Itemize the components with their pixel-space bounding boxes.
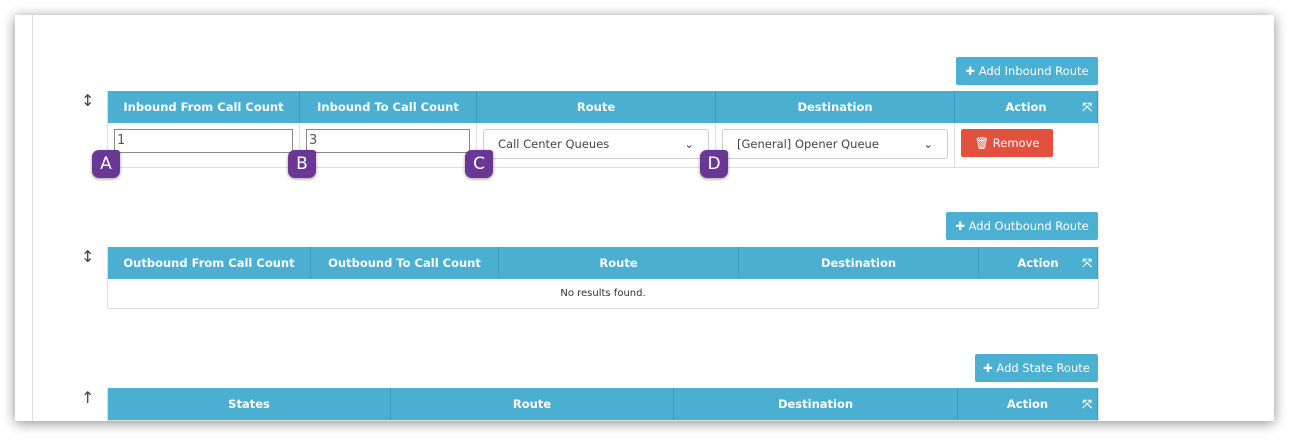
col-route[interactable]: Route xyxy=(391,388,674,420)
col-destination[interactable]: Destination xyxy=(716,91,955,123)
remove-button[interactable]: 🗑 Remove xyxy=(961,129,1053,157)
destination-value: [General] Opener Queue xyxy=(737,137,879,151)
col-action: Action xyxy=(955,91,1098,123)
route-value: Call Center Queues xyxy=(498,137,610,151)
outbound-table: Outbound From Call Count Outbound To Cal… xyxy=(107,247,1099,309)
badge-c: C xyxy=(465,150,493,178)
col-states[interactable]: States xyxy=(108,388,391,420)
col-inbound-to[interactable]: Inbound To Call Count xyxy=(300,91,477,123)
state-table: States Route Destination Action ⤧ xyxy=(107,388,1099,421)
add-inbound-route-button[interactable]: ✚ Add Inbound Route xyxy=(956,57,1098,85)
destination-select[interactable]: [General] Opener Queue ⌄ xyxy=(722,129,948,159)
expand-icon[interactable]: ⤧ xyxy=(1082,100,1092,114)
route-select[interactable]: Call Center Queues ⌄ xyxy=(483,129,709,159)
sort-both-icon[interactable]: ↕ xyxy=(81,247,95,266)
table-row: 1 3 Call Center Queues ⌄ [General] Opener… xyxy=(108,123,1098,167)
col-destination[interactable]: Destination xyxy=(739,247,979,279)
col-inbound-from[interactable]: Inbound From Call Count xyxy=(108,91,300,123)
inbound-from-input[interactable]: 1 xyxy=(114,129,293,153)
badge-d: D xyxy=(700,150,728,178)
col-route[interactable]: Route xyxy=(477,91,716,123)
badge-b: B xyxy=(288,150,316,178)
add-state-route-button[interactable]: ✚ Add State Route xyxy=(975,354,1098,382)
col-outbound-from[interactable]: Outbound From Call Count xyxy=(108,247,311,279)
inbound-table: Inbound From Call Count Inbound To Call … xyxy=(107,91,1099,168)
expand-icon[interactable]: ⤧ xyxy=(1082,256,1092,270)
col-action: Action xyxy=(958,388,1098,420)
divider xyxy=(32,15,33,421)
inbound-to-input[interactable]: 3 xyxy=(306,129,470,153)
sort-up-icon[interactable]: ↑ xyxy=(81,388,95,407)
sort-both-icon[interactable]: ↕ xyxy=(81,91,95,110)
empty-message: No results found. xyxy=(560,288,646,299)
window: ✚ Add Inbound Route ↕ Inbound From Call … xyxy=(15,15,1274,421)
col-route[interactable]: Route xyxy=(499,247,739,279)
col-outbound-to[interactable]: Outbound To Call Count xyxy=(311,247,499,279)
add-outbound-route-button[interactable]: ✚ Add Outbound Route xyxy=(946,212,1098,240)
expand-icon[interactable]: ⤧ xyxy=(1082,397,1092,411)
col-action: Action xyxy=(979,247,1098,279)
chevron-down-icon: ⌄ xyxy=(684,137,694,151)
chevron-down-icon: ⌄ xyxy=(923,137,933,151)
badge-a: A xyxy=(92,150,120,178)
col-destination[interactable]: Destination xyxy=(674,388,958,420)
